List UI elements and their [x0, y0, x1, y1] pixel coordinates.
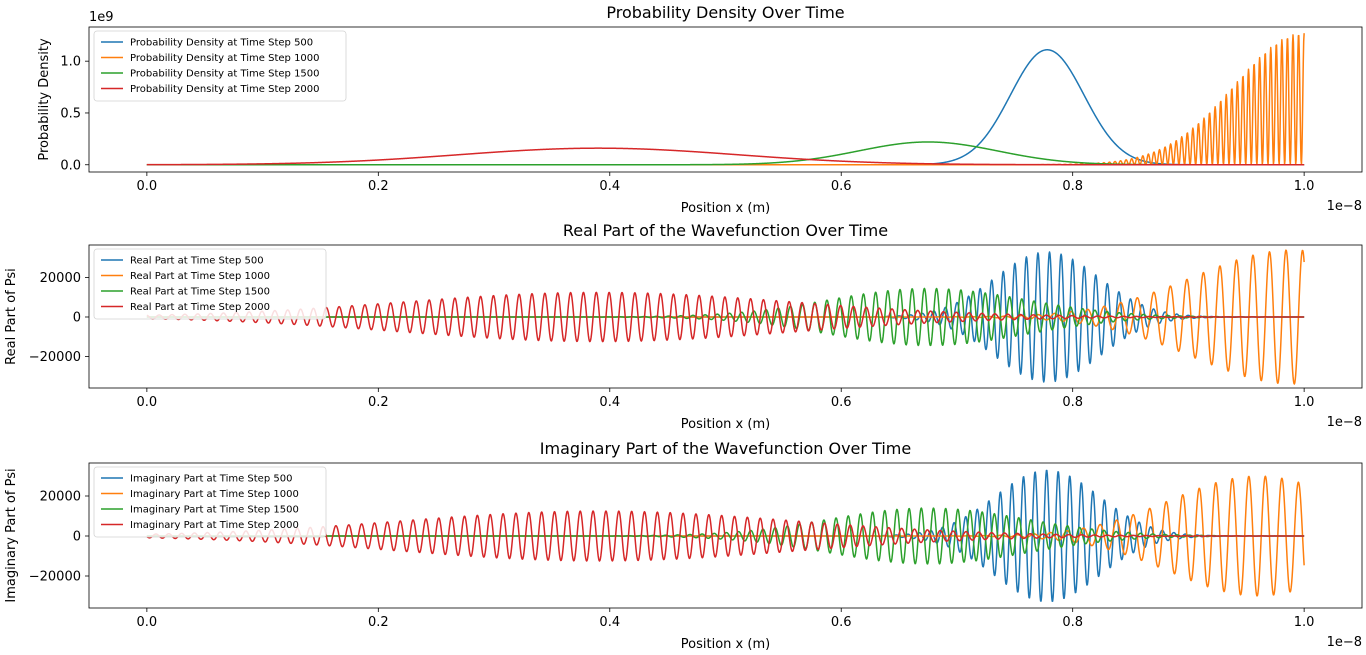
x-axis-label: Position x (m)	[681, 201, 770, 216]
x-tick-label: 0.6	[831, 395, 852, 410]
y-offset-label: 1e9	[89, 10, 114, 25]
y-tick-label: 0	[73, 530, 81, 545]
legend: Probability Density at Time Step 500 Prob…	[93, 30, 347, 102]
legend-entry: Real Part at Time Step 1000	[130, 271, 270, 282]
x-tick-label: 1.0	[1294, 395, 1315, 410]
x-tick-label: 0.8	[1062, 179, 1083, 194]
x-tick-label: 0.2	[368, 615, 389, 630]
legend-entry: Probability Density at Time Step 1500	[130, 69, 320, 80]
legend-entry: Real Part at Time Step 500	[130, 256, 264, 267]
legend-entry: Imaginary Part at Time Step 2000	[130, 520, 299, 531]
legend-entry: Probability Density at Time Step 1000	[130, 53, 320, 64]
subplot-3: 0.0 0.2 0.4 0.6 0.8 1.0 −20000 0 20000 Imaginary …	[4, 439, 1363, 652]
x-tick-label: 0.4	[599, 395, 620, 410]
x-tick-label: 0.4	[599, 179, 620, 194]
chart-title: Imaginary Part of the Wavefunction Over …	[540, 439, 911, 458]
y-axis-label: Imaginary Part of Psi	[4, 468, 19, 602]
chart-title: Probability Density Over Time	[606, 3, 844, 22]
series-line-4	[146, 291, 1305, 343]
y-tick-label: 20000	[40, 490, 81, 505]
series-line-4	[146, 147, 1305, 166]
y-tick-label: 0.5	[60, 106, 81, 121]
x-offset-label: 1e−8	[1327, 415, 1362, 430]
subplot-2: 0.0 0.2 0.4 0.6 0.8 1.0 −20000 0 20000 Real Part …	[4, 221, 1363, 432]
y-tick-label: 1.0	[60, 55, 81, 70]
x-offset-label: 1e−8	[1327, 199, 1362, 214]
legend-entry: Real Part at Time Step 1500	[130, 287, 270, 298]
x-tick-label: 0.0	[137, 615, 158, 630]
legend: Imaginary Part at Time Step 500 Imaginary…	[93, 466, 327, 538]
y-tick-label: 0	[73, 310, 81, 325]
legend-entry: Imaginary Part at Time Step 1000	[130, 489, 299, 500]
x-tick-label: 1.0	[1294, 179, 1315, 194]
x-tick-label: 0.6	[831, 615, 852, 630]
legend-box	[93, 30, 347, 102]
x-tick-label: 0.0	[137, 395, 158, 410]
y-tick-label: −20000	[29, 350, 81, 365]
y-tick-label: −20000	[29, 570, 81, 585]
x-axis-label: Position x (m)	[681, 417, 770, 432]
axes-frame	[88, 26, 1363, 173]
axes-frame	[88, 462, 1363, 609]
legend: Real Part at Time Step 500 Real Part at T…	[93, 248, 327, 320]
chart-title: Real Part of the Wavefunction Over Time	[563, 221, 888, 240]
x-tick-label: 0.8	[1062, 395, 1083, 410]
x-offset-label: 1e−8	[1327, 635, 1362, 650]
x-tick-label: 0.4	[599, 615, 620, 630]
x-tick-label: 0.0	[137, 179, 158, 194]
legend-box	[93, 248, 327, 320]
y-axis-label: Real Part of Psi	[4, 268, 19, 365]
legend-box	[93, 466, 327, 538]
x-tick-label: 0.6	[831, 179, 852, 194]
plot-area	[146, 249, 1305, 385]
series-line-3	[146, 287, 1305, 347]
subplot-1: 0.0 0.2 0.4 0.6 0.8 1.0 0.0 0.5 1.0 Probability D…	[37, 3, 1363, 216]
y-axis-label: Probability Density	[37, 38, 52, 161]
y-tick-label: 20000	[40, 271, 81, 286]
plot-area	[146, 33, 1305, 166]
axes-frame	[88, 244, 1363, 389]
series-line-4	[146, 510, 1305, 562]
legend-entry: Imaginary Part at Time Step 1500	[130, 505, 299, 516]
legend-entry: Probability Density at Time Step 500	[130, 38, 313, 49]
x-tick-label: 0.2	[368, 395, 389, 410]
x-tick-label: 0.8	[1062, 615, 1083, 630]
x-tick-label: 0.2	[368, 179, 389, 194]
legend-entry: Imaginary Part at Time Step 500	[130, 474, 292, 485]
legend-entry: Real Part at Time Step 2000	[130, 302, 270, 313]
x-axis-label: Position x (m)	[681, 637, 770, 652]
legend-entry: Probability Density at Time Step 2000	[130, 84, 320, 95]
x-tick-label: 1.0	[1294, 615, 1315, 630]
plot-area	[146, 469, 1305, 602]
y-tick-label: 0.0	[60, 158, 81, 173]
